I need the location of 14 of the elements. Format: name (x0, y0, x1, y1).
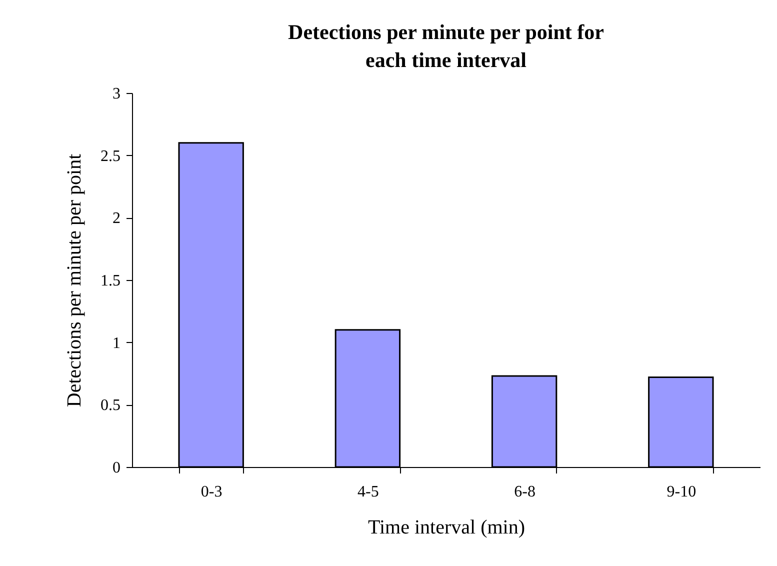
x-tick-label: 6-8 (514, 484, 536, 500)
y-tick-label: 1 (112, 334, 120, 352)
chart-title: Detections per minute per point for each time interval (288, 20, 604, 72)
y-axis-title: Detections per minute per point (64, 153, 86, 408)
x-tick-label: 4-5 (358, 484, 379, 500)
x-tick-label: 0-3 (200, 484, 222, 500)
y-tick-label: 2 (112, 210, 120, 228)
y-tick-label: 2.5 (100, 148, 120, 165)
y-tick-label: 1.5 (100, 272, 120, 290)
y-tick-label: 0.5 (100, 397, 120, 414)
y-tick-label: 3 (112, 86, 120, 102)
y-tick-label: 0 (112, 460, 120, 476)
x-axis-title: Time interval (min) (368, 516, 526, 538)
x-tick-label: 9-10 (666, 484, 696, 500)
